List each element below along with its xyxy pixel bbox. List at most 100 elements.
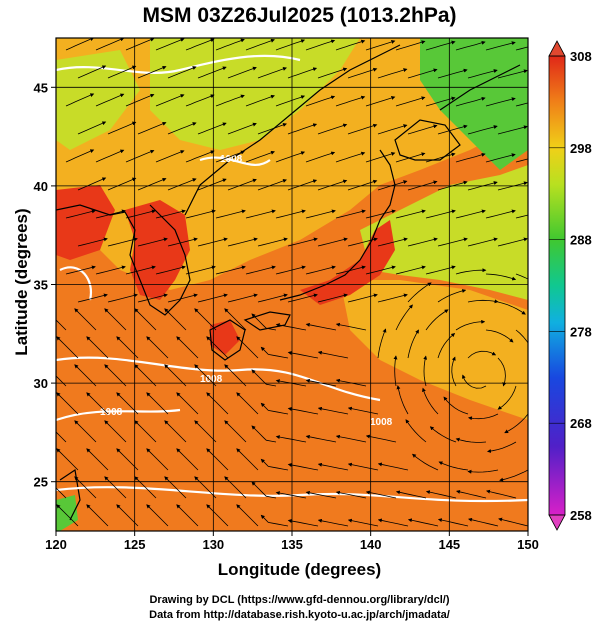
streamline [260,514,289,527]
streamline [227,66,257,79]
streamline [335,209,366,219]
streamline [497,301,526,315]
streamline [335,95,366,107]
streamline [275,323,307,331]
streamline [215,150,245,163]
streamline [395,152,426,163]
streamline [77,65,107,79]
streamline [287,237,318,247]
streamline [365,434,397,443]
streamline [245,209,276,219]
streamline [347,293,378,303]
streamline [515,158,528,163]
streamline [287,123,318,135]
streamline [146,336,169,359]
streamline [377,124,408,135]
streamline [497,385,517,410]
colorbar-min-arrow [548,514,566,531]
y-tick-label: 40 [34,179,48,194]
streamline [167,293,198,303]
x-tick-label: 125 [124,537,146,552]
streamline [167,66,197,79]
streamline [251,313,277,331]
streamline [275,435,307,443]
streamline [407,518,439,527]
streamline [438,461,469,471]
streamline [104,364,127,387]
y-tick-label: 25 [34,475,48,490]
streamline [395,40,426,51]
streamline [455,96,486,107]
streamline [411,453,439,471]
streamline [395,265,426,275]
streamline [155,209,186,219]
streamline [347,406,379,415]
streamline [437,332,456,359]
streamline [257,123,287,135]
colorbar-tick-label: 278 [570,324,592,339]
streamline [305,265,336,275]
streamline [137,121,167,135]
streamline [487,441,517,453]
streamline [224,420,247,443]
streamline [224,364,247,387]
streamline [137,177,167,191]
streamline [467,237,498,247]
streamline [485,41,516,51]
streamline [245,150,275,163]
streamline [335,322,367,331]
streamline [236,392,259,415]
streamline [275,95,306,107]
streamline [468,517,499,527]
streamline [317,237,348,247]
streamline [65,265,96,275]
streamline [497,125,528,135]
streamline [185,265,216,275]
streamline [245,265,276,275]
streamline [236,504,259,527]
x-tick-label: 135 [281,537,303,552]
streamline [197,178,227,191]
streamline [437,124,468,135]
isobar-label: 1008 [220,154,243,165]
streamline [305,95,336,107]
lat-lon-grid [56,38,528,531]
streamline [134,420,157,443]
streamline [467,299,499,304]
streamline [287,519,319,527]
streamline [194,476,217,499]
streamline [95,38,125,51]
streamline [275,265,306,275]
streamline [287,67,318,79]
streamline [395,490,427,499]
streamline [194,420,217,443]
streamline [176,448,199,471]
streamline [107,65,137,79]
streamline [245,94,275,107]
streamline [317,406,349,415]
streamline [377,328,387,359]
streamline [215,209,246,219]
x-tick-label: 140 [360,537,382,552]
streamline [497,237,528,247]
streamline [227,178,257,191]
streamline [335,490,367,499]
streamline [407,282,432,303]
streamline [125,149,155,163]
streamline [74,420,97,443]
streamline [462,374,487,389]
streamline [425,265,456,275]
colorbar: 308 298 288 278 268 258 [548,40,592,531]
streamline [305,151,336,163]
streamline [407,329,419,359]
streamline [437,289,467,303]
streamline [287,351,319,359]
colorbar-tick-label: 298 [570,141,592,156]
streamline [164,308,187,331]
streamline [137,293,168,303]
streamline [455,40,486,51]
colorbar-gradient [548,55,566,516]
streamline [515,102,528,107]
streamline [467,350,497,359]
streamline [335,434,367,443]
